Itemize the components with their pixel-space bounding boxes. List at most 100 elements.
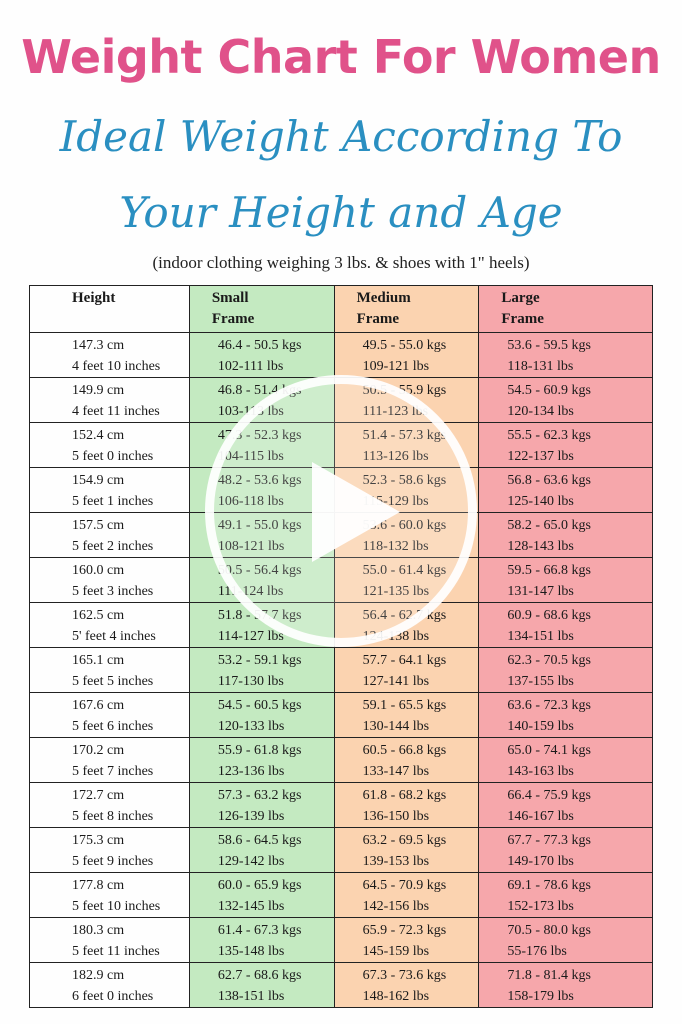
height-cell-value: 177.8 cm (72, 878, 125, 893)
large-frame-cell-value: 62.3 - 70.5 kgs (507, 653, 591, 668)
height-cell-value: 160.0 cm (72, 563, 125, 578)
large-frame-cell-value: 152-173 lbs (507, 899, 574, 914)
height-cell: 160.0 cm 5 feet 3 inches (29, 557, 190, 603)
medium-frame-cell: 65.9 - 72.3 kgs 145-159 lbs (333, 917, 480, 963)
height-cell-value: 172.7 cm (72, 788, 125, 803)
small-frame-cell-value: 126-139 lbs (217, 809, 285, 824)
small-frame-cell-value: 102-111 lbs (217, 359, 284, 374)
height-cell: 149.9 cm 4 feet 11 inches (29, 377, 190, 423)
height-cell-value: 157.5 cm (72, 518, 125, 533)
medium-frame-cell: 64.5 - 70.9 kgs 142-156 lbs (333, 872, 480, 918)
height-cell: 154.9 cm 5 feet 1 inches (29, 467, 190, 513)
large-frame-cell-value: 54.5 - 60.9 kgs (507, 383, 591, 398)
header-large-line1: Large (501, 290, 540, 306)
large-frame-cell-value: 58.2 - 65.0 kgs (507, 518, 591, 533)
small-frame-cell-value: 46.4 - 50.5 kgs (217, 338, 302, 353)
medium-frame-cell: 60.5 - 66.8 kgs 133-147 lbs (333, 737, 480, 783)
height-cell-value: 162.5 cm (72, 608, 125, 623)
header-medium-line1: Medium (356, 290, 411, 306)
large-frame-cell: 54.5 - 60.9 kgs 120-134 lbs (478, 377, 653, 423)
large-frame-cell-value: 70.5 - 80.0 kgs (507, 923, 591, 938)
small-frame-cell-value: 114-127 lbs (217, 629, 284, 644)
small-frame-cell-value: 54.5 - 60.5 kgs (217, 698, 302, 713)
height-cell-value: 6 feet 0 inches (72, 989, 154, 1004)
small-frame-cell: 60.0 - 65.9 kgs 132-145 lbs (188, 872, 335, 918)
play-button[interactable] (205, 375, 477, 647)
small-frame-cell: 54.5 - 60.5 kgs 120-133 lbs (188, 692, 335, 738)
medium-frame-cell: 49.5 - 55.0 kgs 109-121 lbs (333, 332, 480, 378)
height-cell-value: 147.3 cm (72, 338, 125, 353)
table-header-row: Height Small Frame Medium Frame Large Fr… (29, 285, 653, 333)
large-frame-cell-value: 122-137 lbs (507, 449, 574, 464)
small-frame-cell: 58.6 - 64.5 kgs 129-142 lbs (188, 827, 335, 873)
large-frame-cell-value: 66.4 - 75.9 kgs (507, 788, 591, 803)
large-frame-cell: 62.3 - 70.5 kgs 137-155 lbs (478, 647, 653, 693)
medium-frame-cell-value: 133-147 lbs (362, 764, 430, 779)
medium-frame-cell-value: 145-159 lbs (362, 944, 430, 959)
height-cell-value: 4 feet 10 inches (72, 359, 161, 374)
subtitle-line-2: Your Height and Age (119, 188, 563, 237)
large-frame-cell-value: 131-147 lbs (507, 584, 574, 599)
page-title: Weight Chart For Women (21, 30, 661, 84)
small-frame-cell: 57.3 - 63.2 kgs 126-139 lbs (188, 782, 335, 828)
large-frame-cell-value: 56.8 - 63.6 kgs (507, 473, 591, 488)
large-frame-cell-value: 67.7 - 77.3 kgs (507, 833, 591, 848)
small-frame-cell: 46.4 - 50.5 kgs 102-111 lbs (188, 332, 335, 378)
medium-frame-cell-value: 57.7 - 64.1 kgs (362, 653, 447, 668)
large-frame-cell: 60.9 - 68.6 kgs 134-151 lbs (478, 602, 653, 648)
large-frame-cell-value: 125-140 lbs (507, 494, 574, 509)
large-frame-cell: 71.8 - 81.4 kgs 158-179 lbs (478, 962, 653, 1008)
large-frame-cell: 55.5 - 62.3 kgs 122-137 lbs (478, 422, 653, 468)
large-frame-cell-value: 158-179 lbs (507, 989, 574, 1004)
small-frame-cell-value: 55.9 - 61.8 kgs (217, 743, 302, 758)
small-frame-cell: 61.4 - 67.3 kgs 135-148 lbs (188, 917, 335, 963)
large-frame-cell-value: 59.5 - 66.8 kgs (507, 563, 591, 578)
height-cell: 177.8 cm 5 feet 10 inches (29, 872, 190, 918)
small-frame-cell-value: 53.2 - 59.1 kgs (217, 653, 302, 668)
medium-frame-cell-value: 59.1 - 65.5 kgs (362, 698, 447, 713)
table-row: 170.2 cm 5 feet 7 inches 55.9 - 61.8 kgs 12… (29, 737, 653, 783)
large-frame-cell-value: 128-143 lbs (507, 539, 574, 554)
height-cell-value: 180.3 cm (72, 923, 125, 938)
height-cell-value: 5 feet 9 inches (72, 854, 154, 869)
large-frame-cell-value: 134-151 lbs (507, 629, 574, 644)
large-frame-cell-value: 53.6 - 59.5 kgs (507, 338, 591, 353)
small-frame-cell-value: 138-151 lbs (217, 989, 285, 1004)
table-row: 167.6 cm 5 feet 6 inches 54.5 - 60.5 kgs 12… (29, 692, 653, 738)
large-frame-cell-value: 71.8 - 81.4 kgs (507, 968, 591, 983)
height-cell: 180.3 cm 5 feet 11 inches (29, 917, 190, 963)
large-frame-cell: 53.6 - 59.5 kgs 118-131 lbs (478, 332, 653, 378)
medium-frame-cell: 67.3 - 73.6 kgs 148-162 lbs (333, 962, 480, 1008)
large-frame-cell: 67.7 - 77.3 kgs 149-170 lbs (478, 827, 653, 873)
header-small-frame: Small Frame (188, 285, 335, 333)
height-cell: 162.5 cm 5' feet 4 inches (29, 602, 190, 648)
height-cell: 152.4 cm 5 feet 0 inches (29, 422, 190, 468)
height-cell: 175.3 cm 5 feet 9 inches (29, 827, 190, 873)
play-icon (312, 462, 400, 562)
large-frame-cell: 63.6 - 72.3 kgs 140-159 lbs (478, 692, 653, 738)
medium-frame-cell-value: 136-150 lbs (362, 809, 430, 824)
height-cell-value: 5 feet 2 inches (72, 539, 154, 554)
height-cell-value: 154.9 cm (72, 473, 125, 488)
small-frame-cell-value: 129-142 lbs (217, 854, 285, 869)
large-frame-cell-value: 55-176 lbs (507, 944, 567, 959)
medium-frame-cell-value: 61.8 - 68.2 kgs (362, 788, 447, 803)
medium-frame-cell-value: 67.3 - 73.6 kgs (362, 968, 447, 983)
small-frame-cell-value: 60.0 - 65.9 kgs (217, 878, 302, 893)
table-row: 147.3 cm 4 feet 10 inches 46.4 - 50.5 kgs 1… (29, 332, 653, 378)
large-frame-cell: 65.0 - 74.1 kgs 143-163 lbs (478, 737, 653, 783)
small-frame-cell-value: 120-133 lbs (217, 719, 285, 734)
large-frame-cell-value: 137-155 lbs (507, 674, 574, 689)
small-frame-cell-value: 58.6 - 64.5 kgs (217, 833, 302, 848)
large-frame-cell-value: 69.1 - 78.6 kgs (507, 878, 591, 893)
height-cell: 182.9 cm 6 feet 0 inches (29, 962, 190, 1008)
height-cell-value: 5 feet 0 inches (72, 449, 154, 464)
medium-frame-cell: 57.7 - 64.1 kgs 127-141 lbs (333, 647, 480, 693)
medium-frame-cell-value: 142-156 lbs (362, 899, 430, 914)
height-cell: 167.6 cm 5 feet 6 inches (29, 692, 190, 738)
large-frame-cell-value: 60.9 - 68.6 kgs (507, 608, 591, 623)
medium-frame-cell-value: 130-144 lbs (362, 719, 430, 734)
small-frame-cell-value: 132-145 lbs (217, 899, 285, 914)
small-frame-cell: 62.7 - 68.6 kgs 138-151 lbs (188, 962, 335, 1008)
large-frame-cell-value: 140-159 lbs (507, 719, 574, 734)
